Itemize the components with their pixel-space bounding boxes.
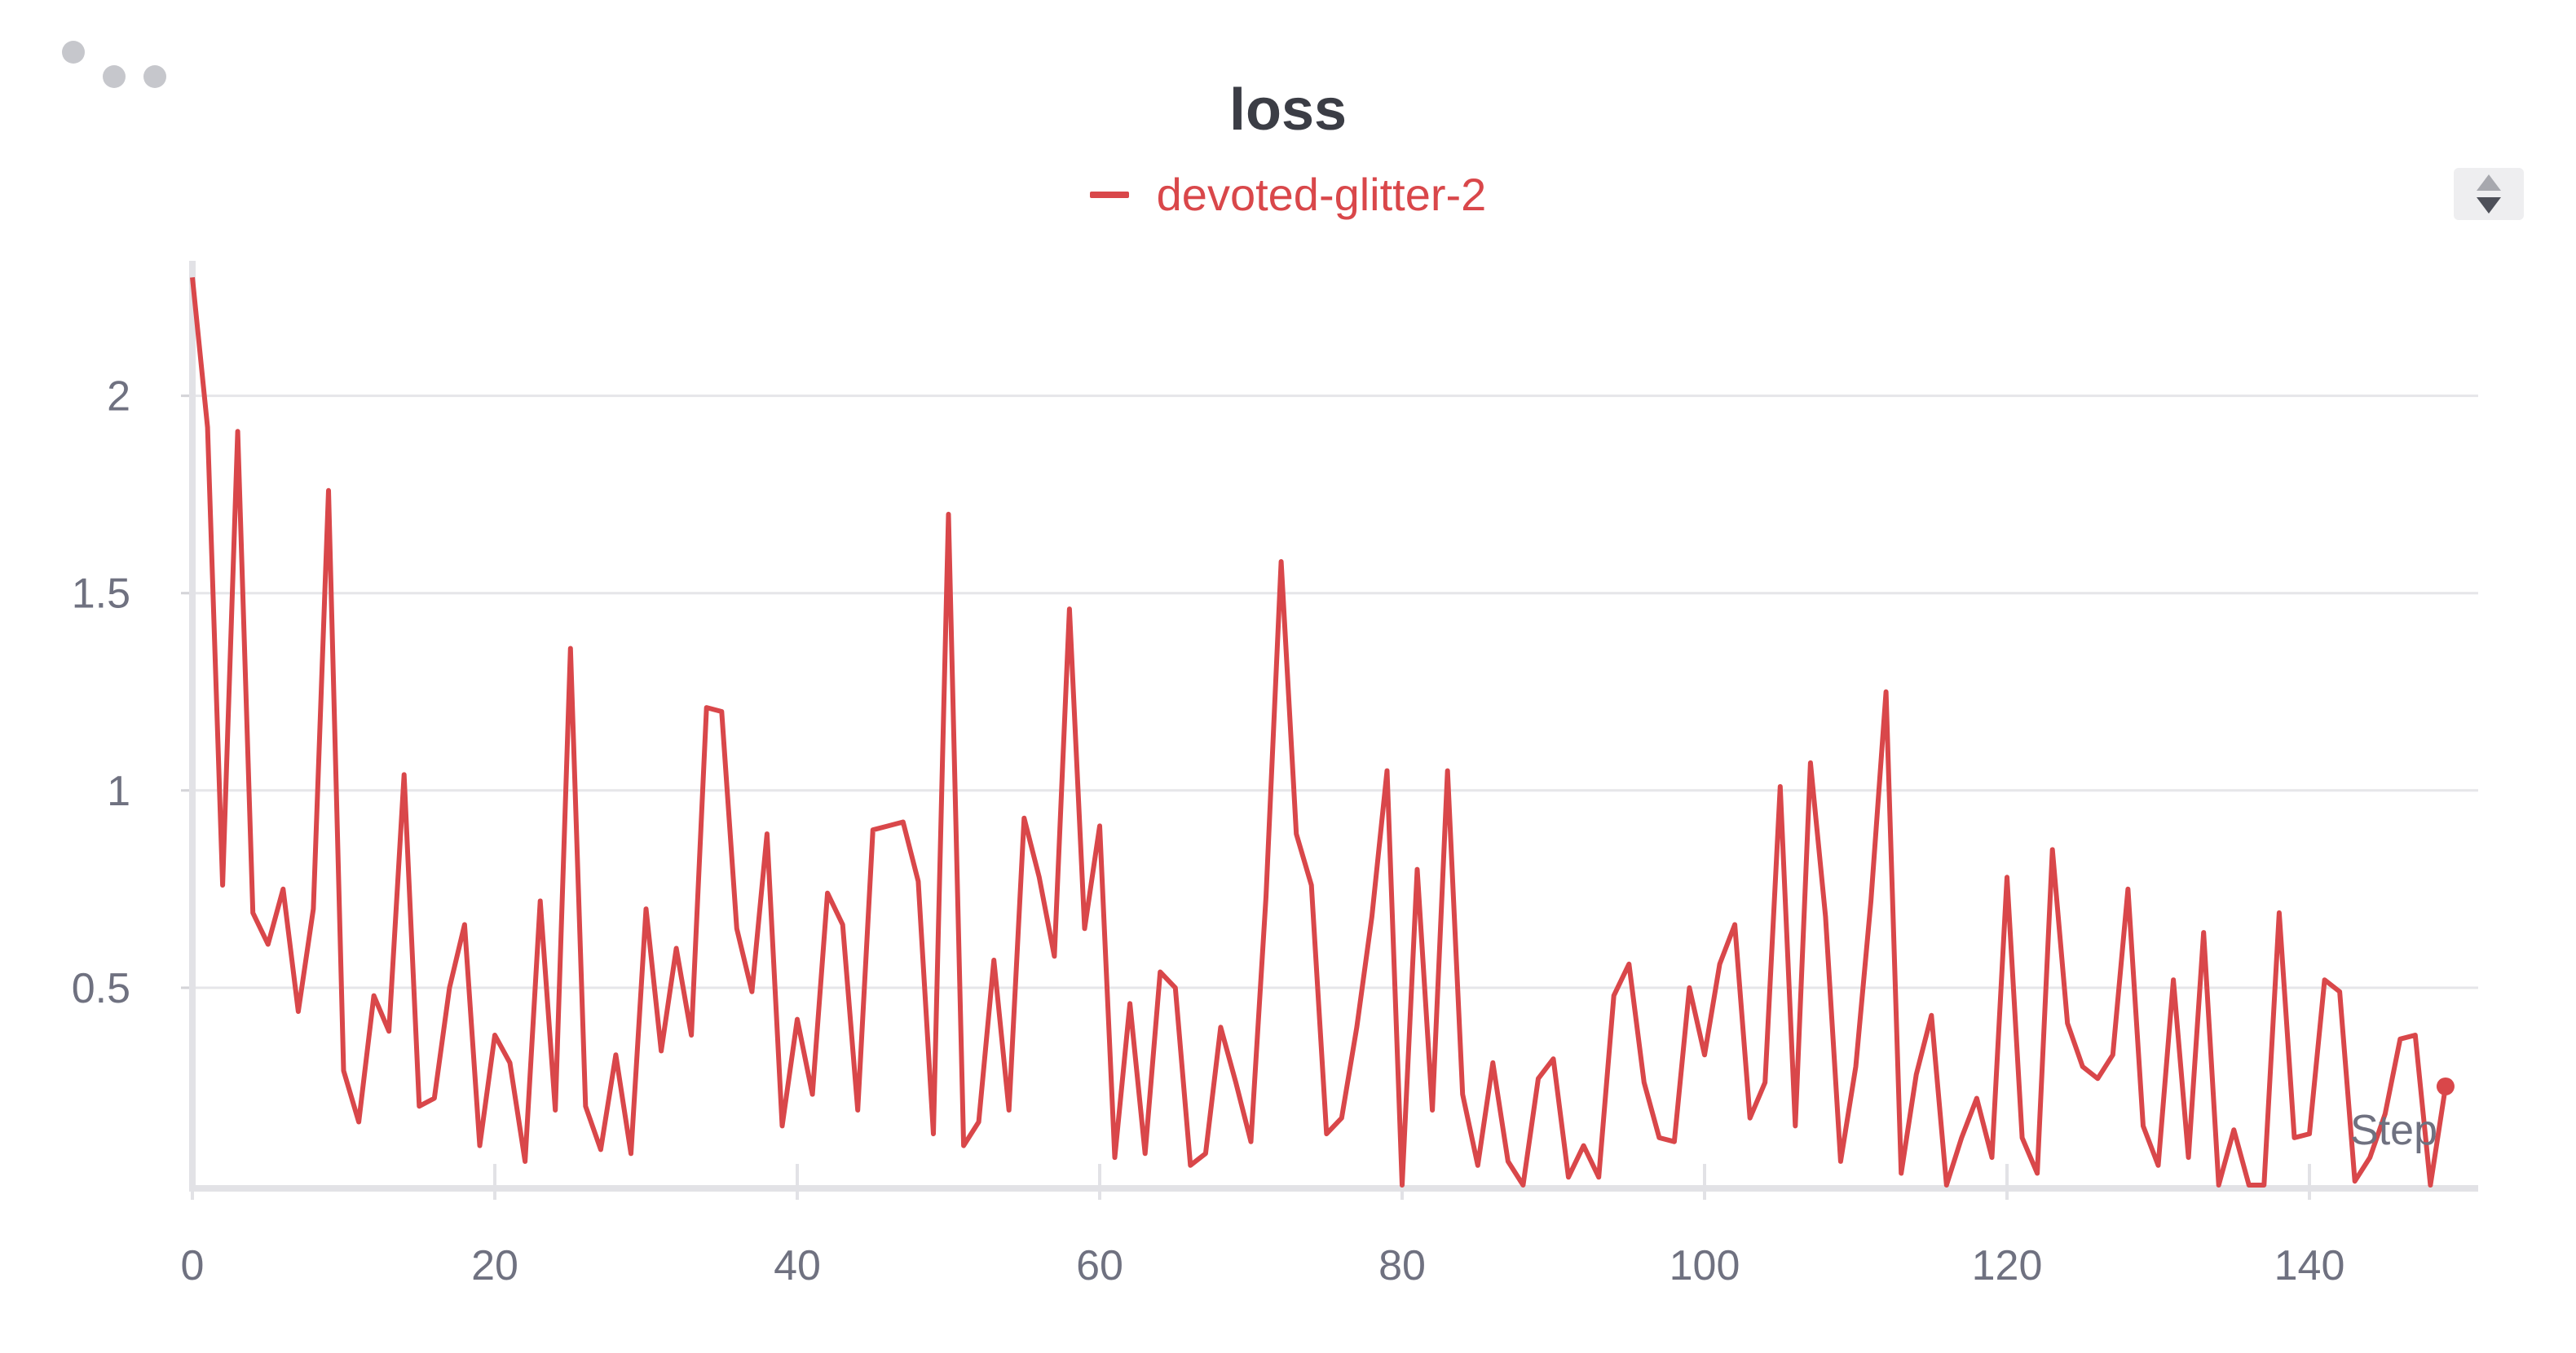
x-tick-label: 100	[1670, 1242, 1740, 1289]
panel-menu-dots-icon[interactable]	[62, 41, 184, 98]
x-tick-label: 40	[774, 1242, 821, 1289]
legend-label: devoted-glitter-2	[1156, 169, 1487, 220]
arrow-down-icon[interactable]	[2477, 197, 2501, 214]
x-axis-label: Step	[2350, 1107, 2437, 1154]
last-point-marker	[2436, 1077, 2455, 1095]
legend: devoted-glitter-2	[0, 168, 2576, 221]
arrow-up-icon[interactable]	[2477, 174, 2501, 191]
x-tick-label: 20	[471, 1242, 518, 1289]
legend-swatch	[1089, 191, 1129, 198]
y-tick-label: 2	[107, 373, 130, 421]
series-line-devoted-glitter-2	[190, 276, 2448, 1188]
x-tick-label: 80	[1378, 1242, 1426, 1289]
x-tick-label: 140	[2274, 1242, 2345, 1289]
x-tick-label: 120	[1972, 1242, 2043, 1289]
y-tick-label: 1	[107, 768, 130, 815]
x-tick-label: 60	[1076, 1242, 1123, 1289]
chart-title: loss	[1228, 77, 1348, 143]
y-tick-label: 0.5	[72, 965, 130, 1012]
y-tick-label: 1.5	[72, 571, 130, 618]
x-tick-label: 0	[181, 1242, 205, 1289]
legend-scroll-icon[interactable]	[2454, 168, 2524, 220]
